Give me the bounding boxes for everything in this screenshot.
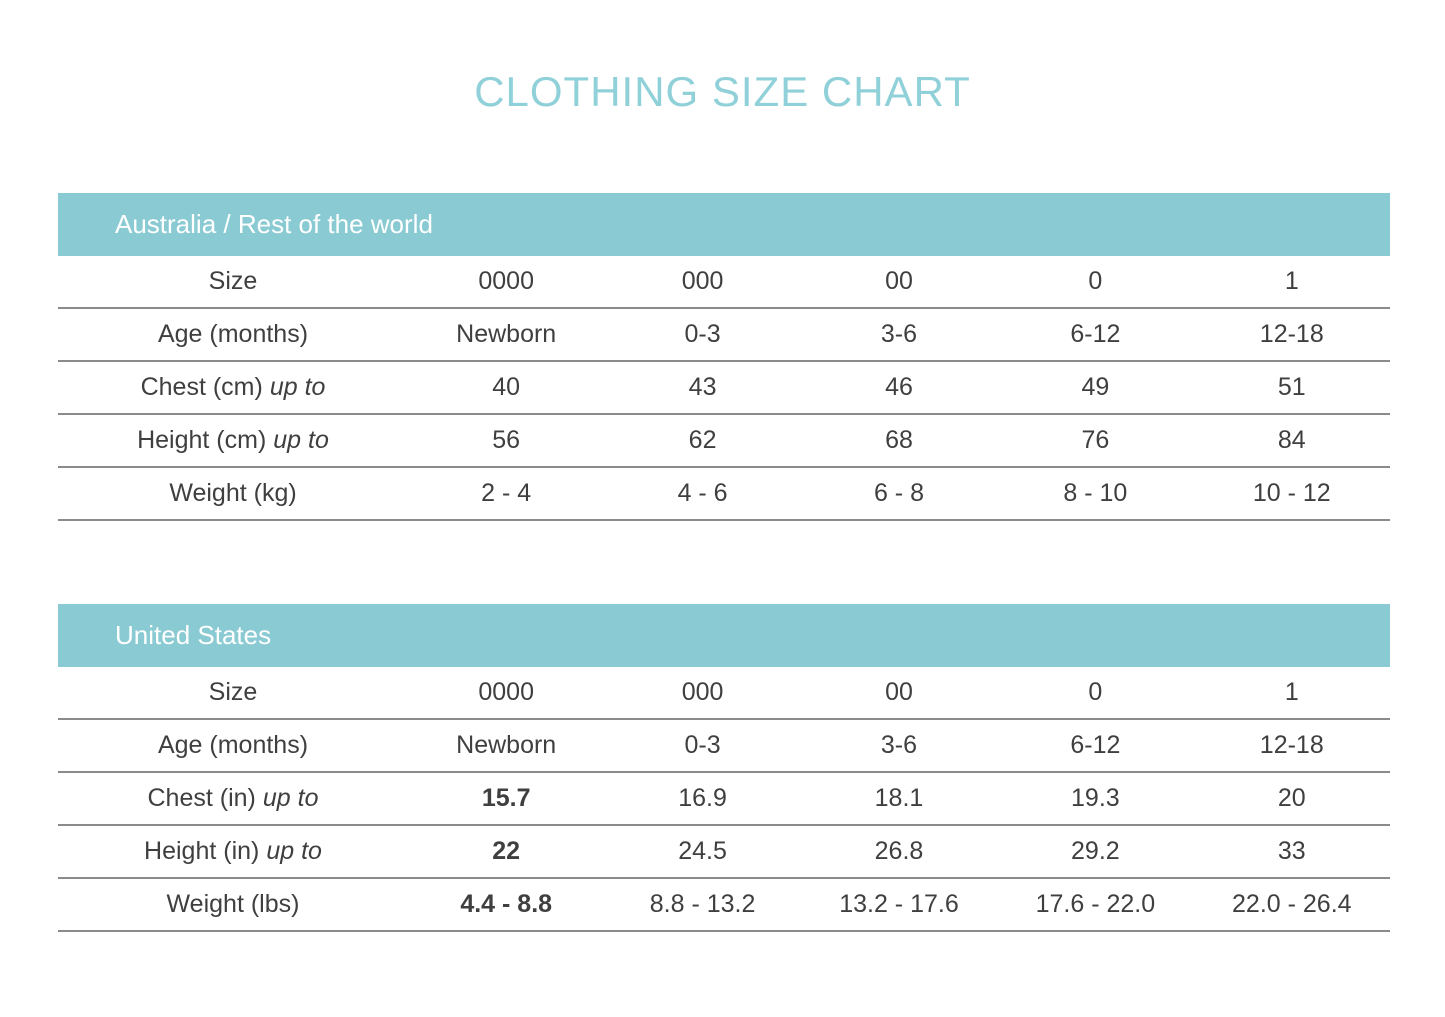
row-weight: Weight (lbs) 4.4 - 8.8 8.8 - 13.2 13.2 -… (58, 878, 1390, 932)
row-age: Age (months) Newborn 0-3 3-6 6-12 12-18 (58, 308, 1390, 362)
row-label-cell: Height (in) up to (58, 825, 408, 879)
value-cell: 40 (408, 361, 605, 415)
row-label-cell: Weight (kg) (58, 467, 408, 521)
united-states-table-title: United States (115, 620, 272, 650)
australia-table-title: Australia / Rest of the world (115, 209, 433, 239)
row-label: Age (months) (157, 731, 309, 759)
value-cell: 8.8 - 13.2 (604, 878, 801, 932)
value-cell: 3-6 (800, 308, 998, 362)
value-cell: 12-18 (1193, 719, 1390, 773)
value-cell: 12-18 (1193, 308, 1390, 362)
row-label-cell: Size (58, 667, 408, 720)
row-label-cell: Size (58, 256, 408, 309)
value-cell: 1 (1193, 667, 1390, 720)
australia-table-section: Australia / Rest of the world Size 0000 … (58, 193, 1390, 521)
row-label: Weight (lbs) (166, 890, 300, 918)
value-cell: 68 (800, 414, 998, 468)
value-cell: 3-6 (800, 719, 998, 773)
value-cell: Newborn (408, 719, 605, 773)
row-label-suffix: up to (269, 373, 326, 401)
value-cell: Newborn (408, 308, 605, 362)
australia-size-table: Size 0000 000 00 0 1 Age (months) Newbor… (58, 256, 1390, 521)
value-cell: 22.0 - 26.4 (1193, 878, 1390, 932)
row-weight: Weight (kg) 2 - 4 4 - 6 6 - 8 8 - 10 10 … (58, 467, 1390, 521)
value-cell: 20 (1193, 772, 1390, 826)
value-cell: 0 (997, 256, 1194, 309)
row-label-cell: Chest (in) up to (58, 772, 408, 826)
value-cell: 0 (997, 667, 1194, 720)
value-cell: 0-3 (604, 308, 801, 362)
value-cell: 0-3 (604, 719, 801, 773)
row-label: Height (in) (144, 837, 260, 865)
value-cell: 0000 (408, 256, 605, 309)
value-cell: 6-12 (997, 308, 1194, 362)
row-label: Weight (kg) (169, 479, 297, 507)
value-cell: 00 (800, 667, 998, 720)
value-cell: 18.1 (800, 772, 998, 826)
value-cell: 0000 (408, 667, 605, 720)
value-cell: 62 (604, 414, 801, 468)
value-cell: 56 (408, 414, 605, 468)
value-cell: 10 - 12 (1193, 467, 1390, 521)
row-chest: Chest (cm) up to 40 43 46 49 51 (58, 361, 1390, 415)
united-states-table-header-band: United States (58, 604, 1390, 667)
row-chest: Chest (in) up to 15.7 16.9 18.1 19.3 20 (58, 772, 1390, 826)
value-cell: 26.8 (800, 825, 998, 879)
value-cell: 15.7 (408, 772, 605, 826)
row-label-suffix: up to (262, 784, 319, 812)
row-label-suffix: up to (266, 837, 322, 865)
row-size: Size 0000 000 00 0 1 (58, 256, 1390, 309)
row-label: Age (months) (157, 320, 309, 348)
value-cell: 000 (604, 256, 801, 309)
value-cell: 51 (1193, 361, 1390, 415)
value-cell: 4 - 6 (604, 467, 801, 521)
value-cell: 8 - 10 (997, 467, 1194, 521)
value-cell: 2 - 4 (408, 467, 605, 521)
united-states-size-table: Size 0000 000 00 0 1 Age (months) Newbor… (58, 667, 1390, 932)
row-label: Size (208, 678, 258, 706)
row-label-cell: Age (months) (58, 308, 408, 362)
row-label-cell: Age (months) (58, 719, 408, 773)
row-label-suffix: up to (273, 426, 329, 454)
value-cell: 49 (997, 361, 1194, 415)
row-age: Age (months) Newborn 0-3 3-6 6-12 12-18 (58, 719, 1390, 773)
page-title: CLOTHING SIZE CHART (474, 68, 971, 115)
row-label-cell: Chest (cm) up to (58, 361, 408, 415)
value-cell: 24.5 (604, 825, 801, 879)
value-cell: 000 (604, 667, 801, 720)
value-cell: 17.6 - 22.0 (997, 878, 1194, 932)
value-cell: 16.9 (604, 772, 801, 826)
value-cell: 6-12 (997, 719, 1194, 773)
row-size: Size 0000 000 00 0 1 (58, 667, 1390, 720)
row-label: Size (208, 267, 258, 295)
united-states-table-section: United States Size 0000 000 00 0 1 Age (… (58, 604, 1390, 932)
row-height: Height (cm) up to 56 62 68 76 84 (58, 414, 1390, 468)
value-cell: 76 (997, 414, 1194, 468)
value-cell: 33 (1193, 825, 1390, 879)
value-cell: 1 (1193, 256, 1390, 309)
row-label-cell: Height (cm) up to (58, 414, 408, 468)
value-cell: 29.2 (997, 825, 1194, 879)
row-label-cell: Weight (lbs) (58, 878, 408, 932)
value-cell: 13.2 - 17.6 (800, 878, 998, 932)
australia-table-header-band: Australia / Rest of the world (58, 193, 1390, 256)
value-cell: 00 (800, 256, 998, 309)
row-height: Height (in) up to 22 24.5 26.8 29.2 33 (58, 825, 1390, 879)
value-cell: 19.3 (997, 772, 1194, 826)
row-label: Chest (cm) (140, 373, 263, 401)
row-label: Chest (in) (147, 784, 256, 812)
value-cell: 4.4 - 8.8 (408, 878, 605, 932)
value-cell: 84 (1193, 414, 1390, 468)
value-cell: 43 (604, 361, 801, 415)
value-cell: 22 (408, 825, 605, 879)
row-label: Height (cm) (137, 426, 267, 454)
value-cell: 6 - 8 (800, 467, 998, 521)
value-cell: 46 (800, 361, 998, 415)
